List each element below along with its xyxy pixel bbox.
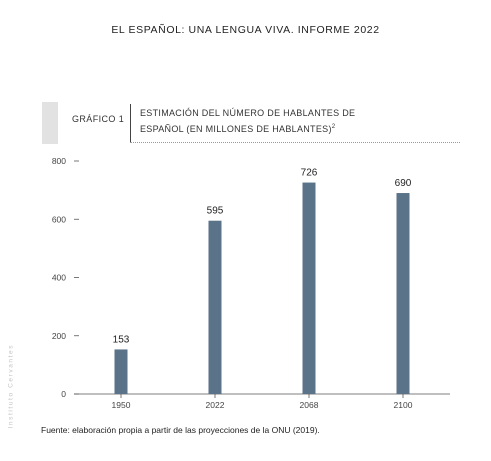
bar-2068 bbox=[302, 182, 316, 394]
title-footnote-marker: 2 bbox=[331, 124, 336, 130]
y-tick-label: 400 bbox=[52, 273, 66, 283]
y-tick-label: 800 bbox=[52, 156, 66, 166]
bar-1950 bbox=[114, 349, 128, 394]
chart-title: ESTIMACIÓN DEL NÚMERO DE HABLANTES DE ES… bbox=[140, 106, 460, 136]
bar-2100 bbox=[396, 193, 410, 394]
chart-title-line2: ESPAÑOL (EN MILLONES DE HABLANTES) bbox=[140, 124, 332, 134]
x-tick-label-2100: 2100 bbox=[394, 400, 413, 410]
dotted-rule bbox=[130, 142, 460, 143]
x-tick-label-2022: 2022 bbox=[206, 400, 225, 410]
data-label-2022: 595 bbox=[207, 206, 224, 217]
side-watermark: Instituto Cervantes bbox=[7, 343, 15, 429]
y-tick-label: 200 bbox=[52, 331, 66, 341]
header-divider bbox=[130, 104, 131, 142]
data-label-1950: 153 bbox=[113, 334, 130, 345]
data-label-2068: 726 bbox=[301, 168, 318, 179]
chart-title-line1: ESTIMACIÓN DEL NÚMERO DE HABLANTES DE bbox=[140, 108, 356, 118]
header-accent-bar bbox=[42, 102, 58, 144]
x-tick-label-2068: 2068 bbox=[300, 400, 319, 410]
chart-header: GRÁFICO 1 ESTIMACIÓN DEL NÚMERO DE HABLA… bbox=[42, 102, 462, 144]
figure-label: GRÁFICO 1 bbox=[72, 114, 125, 124]
x-tick-label-1950: 1950 bbox=[112, 400, 131, 410]
y-tick-label: 600 bbox=[52, 214, 66, 224]
data-label-2100: 690 bbox=[395, 178, 412, 189]
y-tick-label: 0 bbox=[61, 389, 66, 399]
bar-2022 bbox=[208, 220, 222, 394]
source-note: Fuente: elaboración propia a partir de l… bbox=[41, 425, 320, 435]
running-header: EL ESPAÑOL: UNA LENGUA VIVA. INFORME 202… bbox=[111, 24, 380, 36]
